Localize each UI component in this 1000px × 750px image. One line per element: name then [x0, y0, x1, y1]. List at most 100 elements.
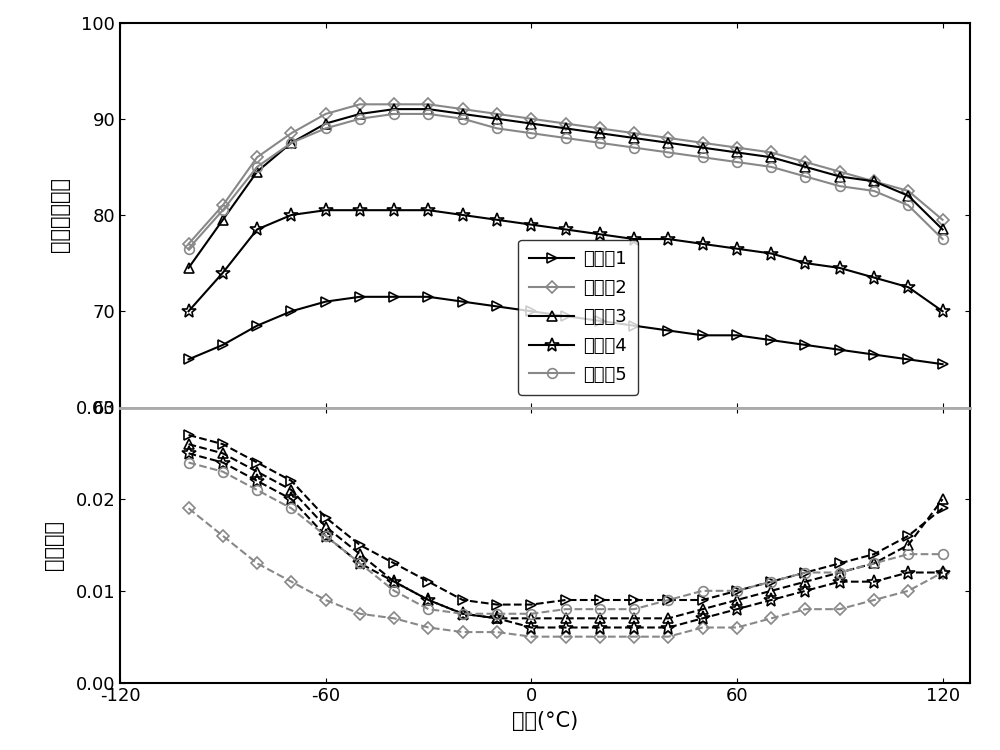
实施例4 [594, 230, 606, 238]
实施例5 [183, 244, 195, 254]
实施例5 [902, 201, 914, 210]
Y-axis label: 介电损耗: 介电损耗 [44, 520, 64, 570]
实施例2 [320, 110, 332, 118]
Line: 实施例2: 实施例2 [184, 100, 947, 248]
实施例5 [868, 187, 880, 196]
实施例5 [594, 138, 606, 147]
实施例5 [662, 148, 674, 157]
实施例4 [937, 307, 949, 316]
实施例1 [285, 307, 297, 316]
实施例4 [834, 263, 846, 272]
Legend: 实施例1, 实施例2, 实施例3, 实施例4, 实施例5: 实施例1, 实施例2, 实施例3, 实施例4, 实施例5 [518, 239, 638, 394]
实施例3 [662, 138, 674, 147]
实施例3 [183, 263, 195, 272]
实施例4 [799, 259, 811, 268]
实施例5 [422, 110, 434, 118]
实施例3 [731, 148, 743, 157]
实施例4 [902, 283, 914, 292]
Y-axis label: 相对介电常数: 相对介电常数 [50, 178, 70, 253]
实施例4 [628, 235, 640, 244]
实施例4 [388, 206, 400, 214]
实施例3 [217, 215, 229, 224]
实施例2 [183, 239, 195, 248]
实施例5 [285, 138, 297, 147]
实施例1 [422, 292, 434, 302]
实施例5 [937, 235, 949, 244]
实施例3 [594, 129, 606, 138]
实施例5 [457, 114, 469, 123]
实施例3 [799, 163, 811, 172]
实施例1 [868, 350, 880, 359]
Line: 实施例5: 实施例5 [184, 109, 947, 254]
实施例1 [251, 321, 263, 330]
实施例1 [183, 355, 195, 364]
实施例4 [662, 235, 674, 244]
实施例1 [320, 297, 332, 306]
实施例2 [217, 201, 229, 210]
实施例2 [799, 158, 811, 166]
实施例1 [765, 336, 777, 345]
实施例1 [697, 331, 709, 340]
实施例5 [731, 158, 743, 166]
实施例1 [902, 355, 914, 364]
实施例2 [765, 148, 777, 157]
实施例3 [354, 110, 366, 118]
实施例3 [525, 119, 537, 128]
实施例1 [799, 340, 811, 350]
实施例2 [251, 153, 263, 162]
实施例5 [628, 143, 640, 152]
实施例4 [491, 215, 503, 224]
实施例4 [285, 211, 297, 220]
实施例5 [388, 110, 400, 118]
实施例1 [457, 297, 469, 306]
实施例4 [765, 249, 777, 258]
实施例2 [525, 114, 537, 123]
实施例1 [628, 321, 640, 330]
实施例2 [937, 215, 949, 224]
实施例3 [697, 143, 709, 152]
实施例4 [217, 268, 229, 278]
实施例3 [902, 191, 914, 200]
实施例2 [662, 134, 674, 142]
实施例3 [628, 134, 640, 142]
实施例2 [868, 177, 880, 186]
实施例1 [731, 331, 743, 340]
实施例2 [354, 100, 366, 109]
实施例4 [731, 244, 743, 254]
Line: 实施例1: 实施例1 [184, 292, 947, 369]
实施例3 [868, 177, 880, 186]
实施例4 [320, 206, 332, 214]
实施例5 [697, 153, 709, 162]
实施例3 [937, 225, 949, 234]
实施例2 [388, 100, 400, 109]
X-axis label: 温度(°C): 温度(°C) [512, 711, 578, 731]
Line: 实施例4: 实施例4 [182, 203, 950, 318]
实施例4 [183, 307, 195, 316]
实施例2 [628, 129, 640, 138]
实施例4 [457, 211, 469, 220]
实施例3 [457, 110, 469, 118]
实施例5 [799, 172, 811, 181]
实施例4 [525, 220, 537, 230]
实施例3 [251, 167, 263, 176]
实施例4 [422, 206, 434, 214]
实施例2 [697, 138, 709, 147]
实施例4 [354, 206, 366, 214]
实施例2 [491, 110, 503, 118]
实施例4 [560, 225, 572, 234]
实施例3 [422, 105, 434, 114]
实施例1 [560, 311, 572, 320]
实施例3 [560, 124, 572, 133]
实施例1 [491, 302, 503, 311]
实施例2 [560, 119, 572, 128]
实施例4 [251, 225, 263, 234]
实施例1 [937, 360, 949, 369]
实施例5 [217, 206, 229, 214]
实施例5 [834, 182, 846, 190]
实施例1 [594, 316, 606, 326]
实施例2 [457, 105, 469, 114]
实施例3 [320, 119, 332, 128]
实施例4 [697, 239, 709, 248]
实施例3 [491, 114, 503, 123]
实施例5 [765, 163, 777, 172]
